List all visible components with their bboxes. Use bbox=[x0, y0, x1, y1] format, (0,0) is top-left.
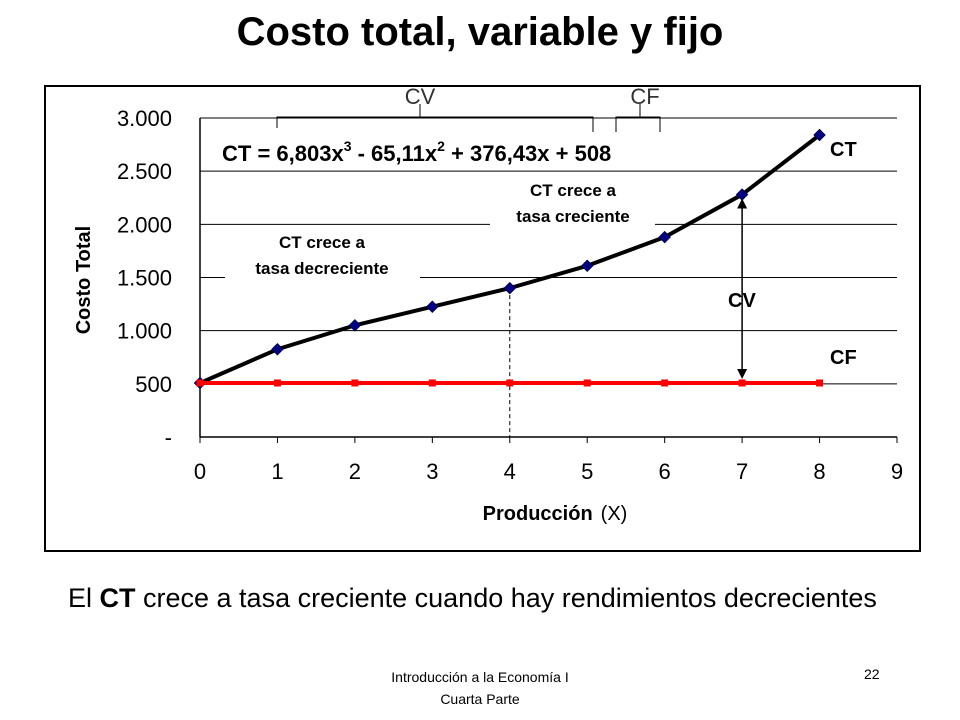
page-number: 22 bbox=[864, 666, 880, 682]
ct-series-label: CT bbox=[830, 139, 857, 161]
footer-line2: Cuarta Parte bbox=[440, 691, 520, 707]
y-tick-label: 500 bbox=[135, 372, 172, 397]
slide-title: Costo total, variable y fijo bbox=[236, 10, 724, 54]
cv-label: CV bbox=[728, 290, 756, 312]
ct-data-point bbox=[348, 318, 362, 332]
cv-bracket-label: CV bbox=[405, 84, 436, 109]
decreasing-note-line2: tasa decreciente bbox=[255, 259, 388, 278]
equation-lhs: CT = 6,803x bbox=[222, 141, 344, 166]
ct-data-point bbox=[658, 230, 672, 244]
body-prefix: El bbox=[68, 583, 100, 613]
x-axis-title-main: Producción bbox=[483, 503, 593, 525]
x-tick-label: 9 bbox=[891, 459, 903, 484]
ct-data-point bbox=[425, 300, 439, 314]
cf-data-point bbox=[351, 379, 359, 387]
cf-bracket bbox=[615, 104, 661, 132]
equation-exp1: 3 bbox=[344, 138, 352, 154]
ct-data-point bbox=[503, 281, 517, 295]
cf-data-point bbox=[273, 379, 281, 387]
body-bold: CT bbox=[99, 583, 136, 613]
x-tick-label: 8 bbox=[813, 459, 825, 484]
y-tick-label: 2.500 bbox=[117, 159, 172, 184]
x-axis-title-suffix: (X) bbox=[601, 503, 628, 525]
y-tick-label: 2.000 bbox=[117, 212, 172, 237]
series bbox=[193, 128, 826, 390]
decreasing-note-box bbox=[225, 226, 420, 282]
cf-data-point bbox=[738, 379, 746, 387]
y-tick-label: 3.000 bbox=[117, 106, 172, 131]
equation-term3: + 376,43x + 508 bbox=[445, 141, 611, 166]
cf-data-point bbox=[196, 379, 204, 387]
x-axis-title: Producción (X) bbox=[483, 503, 628, 525]
equation-term2: - 65,11x bbox=[351, 141, 437, 166]
equation-exp2: 2 bbox=[437, 138, 445, 154]
cf-data-point bbox=[816, 379, 824, 387]
x-tick-label: 6 bbox=[659, 459, 671, 484]
x-tick-label: 0 bbox=[194, 459, 206, 484]
y-tick-label: 1.500 bbox=[117, 266, 172, 291]
increasing-note-box bbox=[490, 175, 655, 231]
ct-data-point bbox=[580, 259, 594, 273]
x-tick-label: 3 bbox=[426, 459, 438, 484]
cf-series-label: CF bbox=[830, 347, 857, 369]
cf-bracket-label: CF bbox=[630, 84, 659, 109]
increasing-note-line2: tasa creciente bbox=[516, 207, 629, 226]
ct-data-point bbox=[813, 128, 826, 142]
cv-bracket bbox=[276, 104, 594, 132]
body-text: El CT crece a tasa creciente cuando hay … bbox=[68, 580, 908, 616]
x-tick-label: 2 bbox=[349, 459, 361, 484]
y-axis-title: Costo Total bbox=[73, 226, 95, 335]
tick-labels: - 500 1.000 1.500 2.000 2.500 3.000 0 1 2 3 4 5 6 7 8 9 bbox=[117, 106, 903, 484]
cf-data-point bbox=[583, 379, 591, 387]
cv-arrow-head-up bbox=[737, 198, 748, 209]
equation-text: CT = 6,803x3 - 65,11x2 + 376,43x + 508 bbox=[222, 138, 611, 166]
y-tick-label: - bbox=[165, 425, 172, 450]
x-tick-label: 7 bbox=[736, 459, 748, 484]
decreasing-note-line1: CT crece a bbox=[279, 233, 366, 252]
cf-data-point bbox=[428, 379, 436, 387]
x-tick-label: 1 bbox=[271, 459, 283, 484]
chart-frame bbox=[44, 85, 921, 552]
x-tick-label: 4 bbox=[504, 459, 516, 484]
ct-data-point bbox=[735, 188, 749, 201]
ct-data-point bbox=[271, 342, 284, 356]
footer-line1: Introducción a la Economía I bbox=[391, 669, 569, 685]
cf-data-point bbox=[506, 379, 514, 387]
y-tick-label: 1.000 bbox=[117, 319, 172, 344]
body-rest: crece a tasa creciente cuando hay rendim… bbox=[135, 583, 877, 613]
equation-box bbox=[205, 134, 660, 170]
cf-data-point bbox=[661, 379, 669, 387]
cv-arrow-head-down bbox=[737, 368, 748, 379]
footer: Introducción a la Economía I Cuarta Part… bbox=[330, 666, 630, 710]
increasing-note-line1: CT crece a bbox=[530, 181, 617, 200]
x-tick-label: 5 bbox=[581, 459, 593, 484]
